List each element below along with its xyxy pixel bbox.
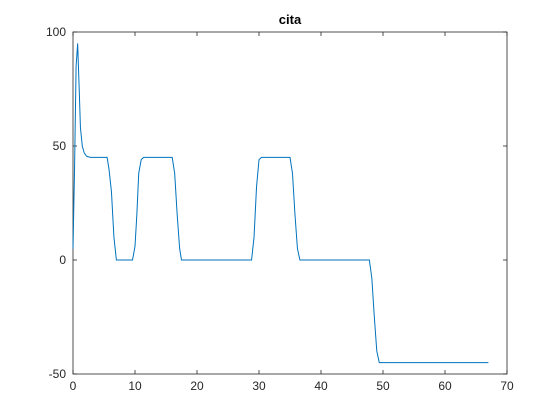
tick-group [72, 31, 508, 375]
y-tick-label: 100 [46, 25, 66, 39]
y-tick-label: -50 [49, 367, 67, 381]
x-tick-label: 30 [252, 379, 266, 393]
axes-box [72, 31, 508, 375]
series-line [72, 43, 489, 364]
y-tick-label: 0 [59, 253, 66, 267]
chart-title: cita [279, 12, 302, 27]
x-tick-label: 50 [376, 379, 390, 393]
x-tick-label: 10 [128, 379, 142, 393]
x-tick-label: 40 [314, 379, 328, 393]
x-tick-label: 70 [500, 379, 514, 393]
x-tick-label: 20 [190, 379, 204, 393]
x-tick-label: 60 [438, 379, 452, 393]
x-tick-label: 0 [70, 379, 77, 393]
y-tick-label: 50 [53, 139, 67, 153]
